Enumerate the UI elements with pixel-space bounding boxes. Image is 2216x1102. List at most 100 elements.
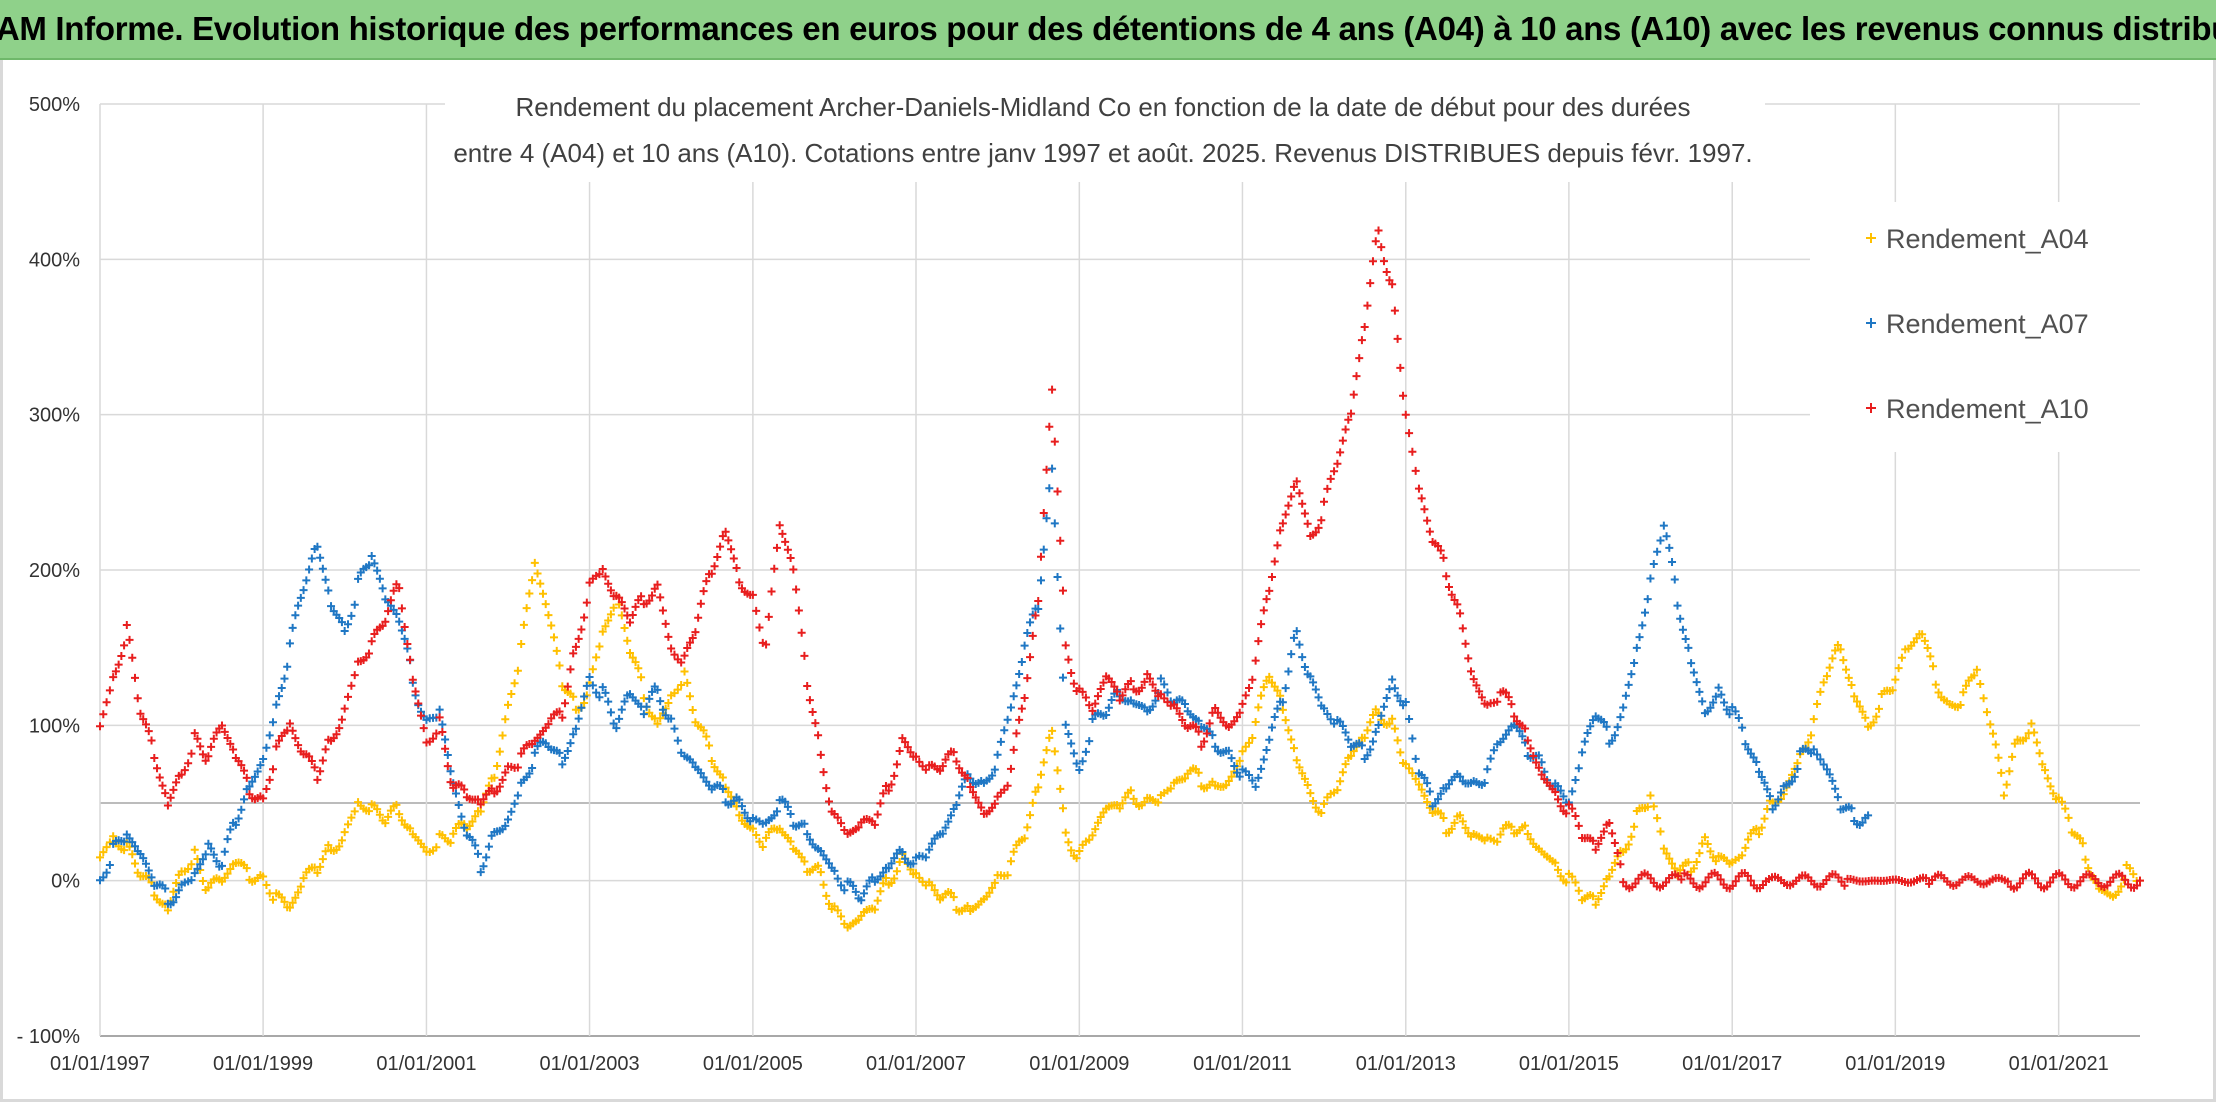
data-point [1326,715,1335,724]
data-point [226,825,235,834]
data-point [840,886,849,895]
banner: ADAM Informe. Evolution historique des p… [0,0,2216,60]
data-point [1039,545,1048,554]
data-point [1776,788,1785,797]
data-point [1594,839,1603,848]
data-point [1518,732,1527,741]
data-point [1619,878,1628,887]
data-point [1763,785,1772,794]
data-point [1126,677,1135,686]
data-point [895,746,904,755]
data-point [1831,646,1840,655]
data-point [223,835,232,844]
data-point [702,577,711,586]
data-point [775,521,784,530]
data-point [963,773,972,782]
data-point [122,621,131,630]
data-point [1281,510,1290,519]
data-point [364,561,373,570]
data-point [1278,705,1287,714]
data-point [1180,700,1189,709]
data-point [1113,687,1122,696]
data-point [1425,527,1434,536]
data-point [1431,799,1440,808]
data-point [1828,776,1837,785]
data-point [2032,738,2041,747]
data-point [688,705,697,714]
data-point [419,724,428,733]
data-point [1744,745,1753,754]
data-point [1926,652,1935,661]
data-point [2061,804,2070,813]
data-point [1526,744,1535,753]
data-point [1298,769,1307,778]
x-tick-label: 01/01/2013 [1356,1053,1456,1075]
data-point [1501,730,1510,739]
data-point [1224,746,1233,755]
data-point [1574,764,1583,773]
data-point [2015,879,2024,888]
data-point [172,778,181,787]
data-point [1276,526,1285,535]
data-point [1594,895,1603,904]
data-point [1643,595,1652,604]
data-point [944,817,953,826]
data-point [250,772,259,781]
data-point [952,800,961,809]
data-point [411,687,420,696]
data-point [1202,729,1211,738]
data-point [1371,727,1380,736]
data-point [272,700,281,709]
x-tick-label: 01/01/2005 [703,1053,803,1075]
data-point [558,713,567,722]
data-point [588,665,597,674]
data-point [1330,467,1339,476]
data-point [1213,708,1222,717]
data-point [1731,707,1740,716]
data-point [1341,760,1350,769]
data-point [340,704,349,713]
data-point [592,688,601,697]
data-point [242,773,251,782]
data-point [144,727,153,736]
data-point [1722,705,1731,714]
data-point [1034,596,1043,605]
data-point [1836,645,1845,654]
data-point [800,651,809,660]
data-point [990,878,999,887]
data-point [1809,715,1818,724]
data-point [1551,788,1560,797]
data-point [1058,804,1067,813]
data-point [2106,877,2115,886]
data-point [789,565,798,574]
data-point [493,787,502,796]
data-point [819,880,828,889]
data-point [1017,657,1026,666]
legend-marker [1866,403,1876,413]
data-point [653,580,662,589]
data-point [631,602,640,611]
data-point [120,846,129,855]
data-point [1571,878,1580,887]
data-point [778,529,787,538]
data-point [2073,881,2082,890]
data-point [212,857,221,866]
data-point [1382,267,1391,276]
data-point [623,636,632,645]
data-point [2031,874,2040,883]
data-point [1081,693,1090,702]
data-point [721,527,730,536]
data-point [1755,767,1764,776]
data-point [927,881,936,890]
data-point [1840,881,1849,890]
data-point [1200,737,1209,746]
data-point [1864,811,1873,820]
data-point [1015,670,1024,679]
y-tick-label: 0% [51,871,80,893]
data-point [1235,756,1244,765]
data-point [446,778,455,787]
data-point [305,565,314,574]
data-point [645,694,654,703]
data-point [993,750,1002,759]
data-point [724,788,733,797]
